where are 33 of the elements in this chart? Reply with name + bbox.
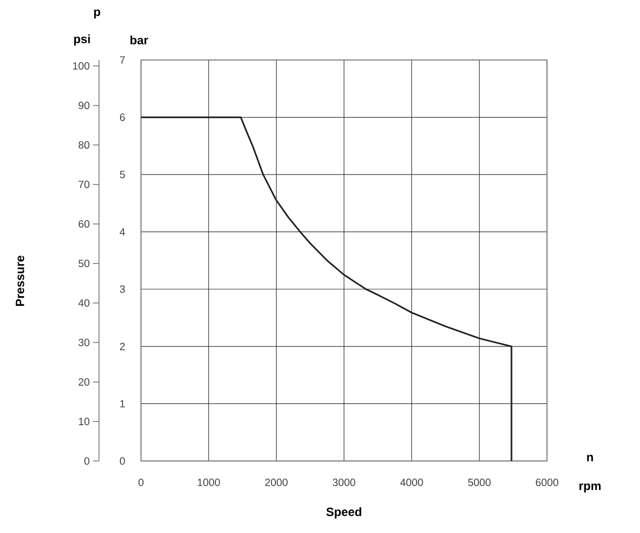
text: psi [74,34,90,46]
x-tick-label: 6000 [536,478,558,486]
y-tick-label: 80 [78,141,90,149]
y-tick-label: 90 [78,102,90,110]
x-tick-label: 3000 [332,478,356,486]
y-tick-label: 10 [78,418,90,426]
x-tick-label: 0 [138,478,144,486]
y-tick-label: 100 [73,62,90,70]
x-tick-label: 4000 [400,478,423,486]
y-tick-label: 70 [78,180,90,188]
text: n [587,454,593,462]
y-tick-label: 50 [78,260,90,268]
y2-tick-label: 5 [120,170,125,178]
y2-tick-label: 7 [120,56,125,64]
y2-tick-label: 0 [120,457,125,465]
y2-tick-label: 3 [120,285,125,293]
y-axis-title: Pressure [16,256,24,306]
y-tick-label: 0 [84,457,90,465]
y-tick-label: 60 [78,220,90,228]
y2-tick-label: 1 [120,400,125,408]
y-tick-label: 20 [78,378,90,386]
y2-tick-label: 6 [120,114,125,121]
x-axis-title: Speed [326,507,362,518]
y2-tick-label: 4 [120,228,125,236]
y-tick-label: 30 [78,338,90,346]
text: rpm [579,484,601,492]
y2-tick-label: 2 [120,342,125,350]
text: p [94,10,100,18]
x-tick-label: 2000 [265,478,288,486]
x-tick-label: 1000 [198,478,220,486]
x-tick-label: 5000 [468,478,491,486]
text: bar [130,36,148,44]
y-tick-label: 40 [78,299,90,307]
